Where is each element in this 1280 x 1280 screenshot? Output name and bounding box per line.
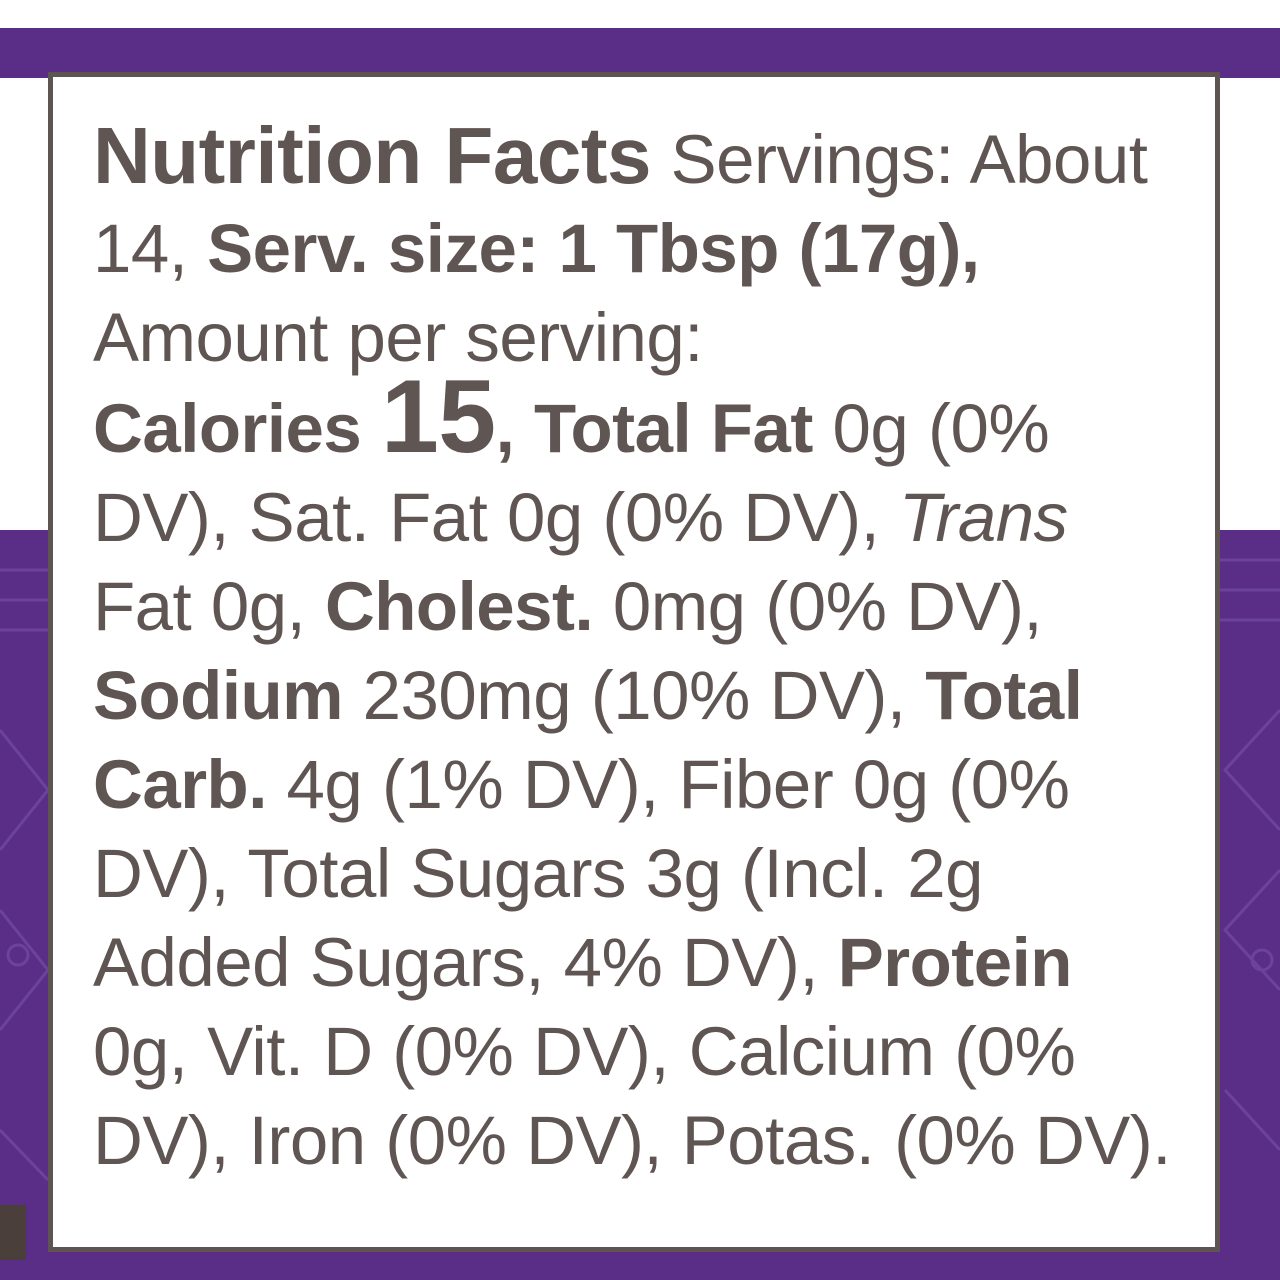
sodium-value: 230mg (10% DV),	[343, 657, 926, 734]
protein-value: 0g, Vit. D (0% DV), Calcium (0% DV), Iro…	[93, 1013, 1171, 1179]
dark-edge-tab	[0, 1205, 26, 1260]
serving-size-value: 1 Tbsp (17g),	[538, 210, 981, 287]
calories-suffix: ,	[495, 390, 515, 467]
sodium-label: Sodium	[93, 657, 344, 734]
serving-size-label: Serv. size:	[207, 210, 539, 287]
protein-label: Protein	[837, 924, 1073, 1001]
cholesterol-label: Cholest.	[324, 568, 594, 645]
nutrition-facts-panel: Nutrition Facts Servings: About 14, Serv…	[48, 72, 1220, 1252]
decorative-pattern	[0, 558, 1280, 1182]
cholesterol-value: 0mg (0% DV),	[593, 568, 1043, 645]
trans-fat-label: Trans	[898, 479, 1068, 556]
total-carb-label: Total Carb.	[93, 657, 1083, 823]
calories-label: Calories	[93, 390, 362, 467]
total-fat-label: Total Fat	[534, 390, 813, 467]
total-carb-value: 4g (1% DV), Fiber 0g (0% DV), Total Suga…	[93, 746, 1070, 1001]
total-fat-value: 0g (0% DV), Sat. Fat 0g (0% DV),	[93, 390, 1050, 556]
top-purple-band	[0, 28, 1280, 78]
servings-text: Servings: About 14,	[93, 121, 1148, 287]
trans-fat-value: Fat 0g,	[93, 568, 325, 645]
amount-per-serving-text: Amount per serving:	[93, 299, 703, 376]
nutrition-facts-title: Nutrition Facts	[93, 111, 651, 200]
calories-value: 15	[380, 359, 496, 475]
nutrition-facts-text: Nutrition Facts Servings: About 14, Serv…	[93, 111, 1183, 1185]
